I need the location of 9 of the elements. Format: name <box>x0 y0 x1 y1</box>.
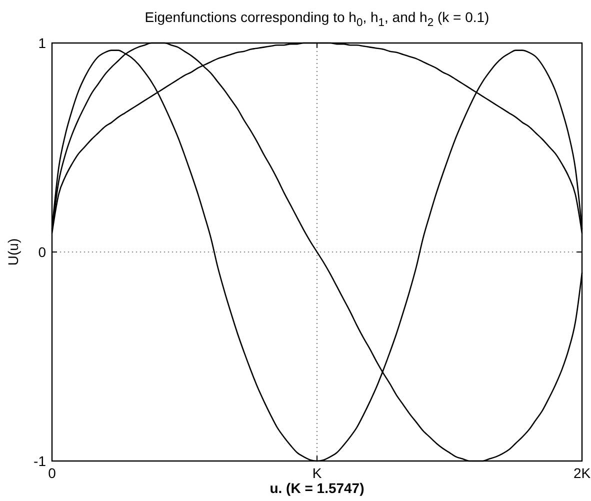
x-axis-title: u. (K = 1.5747) <box>270 480 364 496</box>
y-axis-title: U(u) <box>5 238 21 266</box>
x-tick-label: K <box>312 465 322 481</box>
x-tick-label: 2K <box>573 465 591 481</box>
x-tick-label: 0 <box>48 465 56 481</box>
chart-title: Eigenfunctions corresponding to h$_{0}$, h$_{1}$, and h$_{2}$ (k = 0.1) <box>144 9 490 29</box>
y-tick-label: 1 <box>38 34 46 51</box>
y-tick-label: 0 <box>38 244 46 260</box>
y-tick-label: -1 <box>34 452 46 469</box>
